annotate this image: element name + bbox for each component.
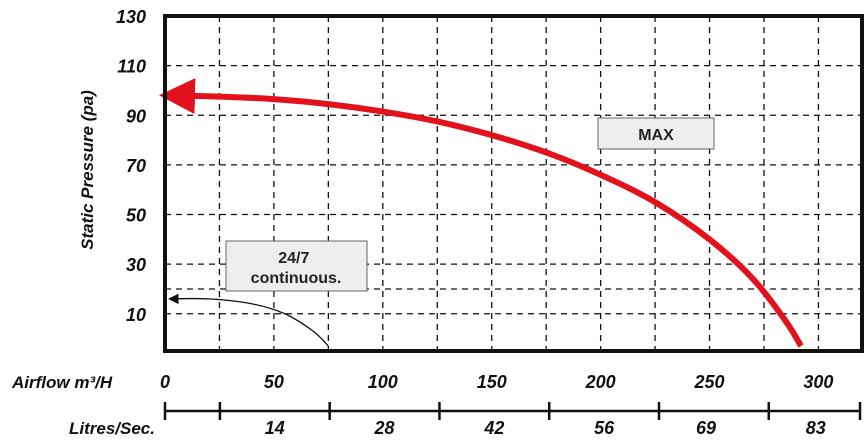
continuous-label-line1: 24/7 xyxy=(278,250,309,267)
y-tick-label: 10 xyxy=(126,305,146,325)
series-line-continuous xyxy=(168,293,329,347)
x-tick-label-airflow: 250 xyxy=(694,372,725,392)
grid xyxy=(165,15,862,351)
y-tick-label: 50 xyxy=(126,206,146,226)
x-tick-label-airflow: 50 xyxy=(264,372,284,392)
x-tick-labels-airflow: 0 50 100 150 200 250 300 xyxy=(160,372,833,392)
y-tick-label: 30 xyxy=(126,255,146,275)
x-tick-label-litres: 28 xyxy=(374,418,395,438)
y-axis-label: Static Pressure (pa) xyxy=(78,90,97,250)
y-tick-label: 90 xyxy=(126,106,146,126)
x-tick-label-airflow: 300 xyxy=(803,372,833,392)
y-tick-label: 130 xyxy=(116,7,146,27)
max-label-box: MAX xyxy=(597,117,715,150)
x-tick-label-litres: 42 xyxy=(483,418,504,438)
x-tick-labels-litres: 14 28 42 56 69 83 xyxy=(265,418,826,438)
plot-frame xyxy=(163,14,864,353)
litres-axis-ticks xyxy=(163,402,862,420)
x-tick-label-airflow: 200 xyxy=(585,372,616,392)
y-tick-labels: 10 30 50 70 90 110 130 xyxy=(116,7,146,325)
x-tick-label-litres: 14 xyxy=(265,418,285,438)
continuous-label-line2: continuous. xyxy=(251,270,342,287)
y-tick-label: 110 xyxy=(117,57,146,77)
x-tick-label-airflow: 0 xyxy=(160,372,170,392)
x-axis-label-litres: Litres/Sec. xyxy=(69,419,155,438)
series-line-max xyxy=(159,78,804,348)
x-tick-label-litres: 56 xyxy=(594,418,615,438)
y-tick-label: 70 xyxy=(126,156,146,176)
continuous-label-box: 24/7 continuous. xyxy=(225,240,368,292)
x-axis-label-airflow: Airflow m³/H xyxy=(11,373,113,392)
series-layer xyxy=(159,78,804,348)
x-tick-label-airflow: 100 xyxy=(368,372,398,392)
x-tick-label-litres: 83 xyxy=(806,418,826,438)
max-label: MAX xyxy=(638,127,674,144)
x-tick-label-airflow: 150 xyxy=(477,372,507,392)
continuous-label: 24/7 continuous. xyxy=(251,250,342,287)
x-tick-label-litres: 69 xyxy=(696,418,716,438)
